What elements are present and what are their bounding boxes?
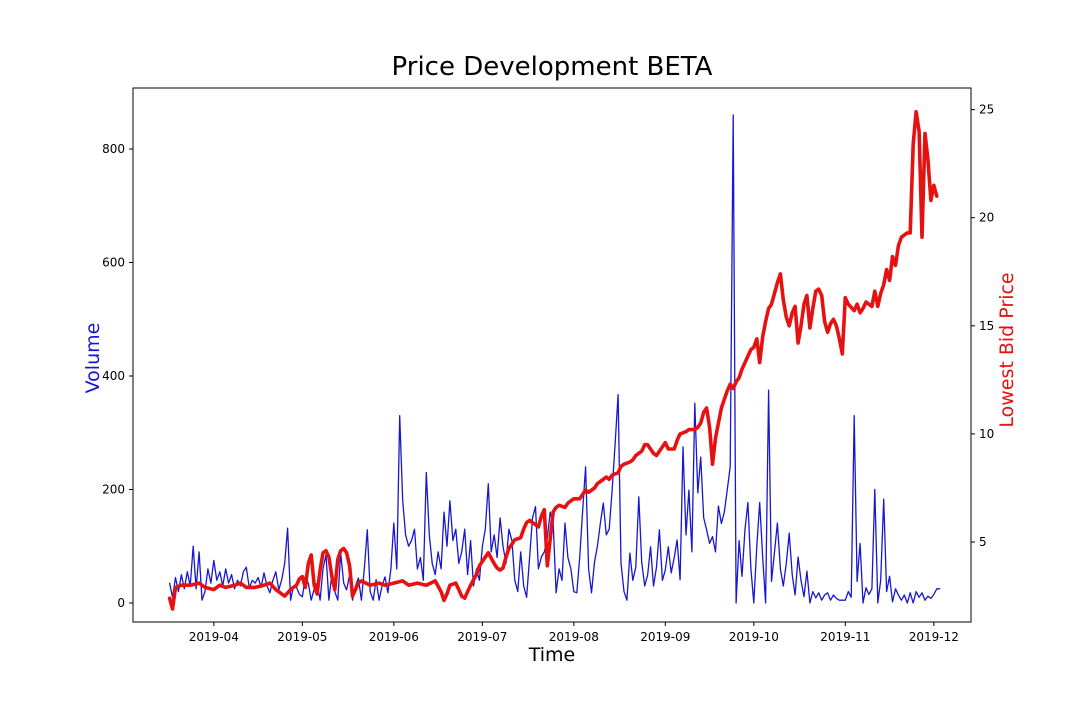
left-tick-label: 600 bbox=[102, 256, 125, 270]
left-axis-ticks: 0 200 400 600 800 bbox=[102, 142, 133, 610]
x-tick-label: 2019-08 bbox=[549, 630, 599, 644]
chart-title: Price Development BETA bbox=[391, 52, 713, 82]
right-tick-label: 5 bbox=[979, 535, 987, 549]
x-tick-label: 2019-05 bbox=[277, 630, 327, 644]
right-tick-label: 20 bbox=[979, 211, 994, 225]
x-tick-label: 2019-07 bbox=[457, 630, 507, 644]
x-tick-label: 2019-10 bbox=[729, 630, 779, 644]
right-axis-ticks: 5 10 15 20 25 bbox=[971, 103, 994, 549]
x-axis-label: Time bbox=[528, 644, 576, 666]
x-tick-label: 2019-09 bbox=[640, 630, 690, 644]
right-tick-label: 25 bbox=[979, 103, 994, 117]
price-line bbox=[167, 110, 939, 611]
right-tick-label: 10 bbox=[979, 427, 994, 441]
volume-line bbox=[168, 114, 941, 604]
x-axis-ticks: 2019-04 2019-05 2019-06 2019-07 2019-08 2019-… bbox=[189, 622, 959, 644]
right-tick-label: 15 bbox=[979, 319, 994, 333]
left-tick-label: 200 bbox=[102, 482, 125, 496]
x-tick-label: 2019-11 bbox=[820, 630, 870, 644]
left-tick-label: 0 bbox=[117, 596, 125, 610]
x-tick-label: 2019-04 bbox=[189, 630, 239, 644]
plot-border bbox=[132, 87, 972, 623]
x-tick-label: 2019-12 bbox=[909, 630, 959, 644]
left-tick-label: 800 bbox=[102, 142, 125, 156]
x-tick-label: 2019-06 bbox=[369, 630, 419, 644]
left-tick-label: 400 bbox=[102, 369, 125, 383]
